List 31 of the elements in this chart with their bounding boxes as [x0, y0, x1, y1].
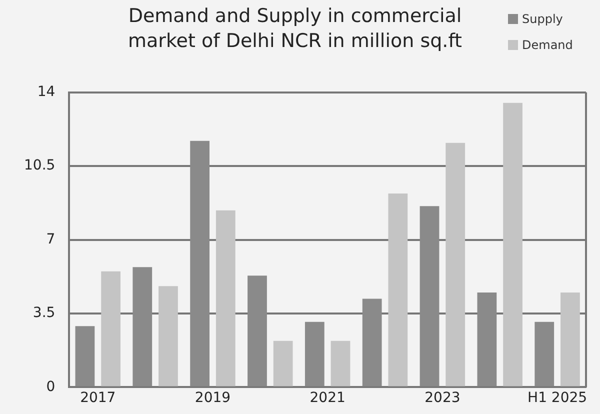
bar — [216, 210, 236, 386]
bar — [190, 140, 210, 386]
bar — [304, 322, 324, 386]
bar — [388, 193, 408, 386]
bar — [362, 298, 382, 386]
legend-label: Demand — [522, 38, 573, 52]
x-tick-label: 2017 — [80, 390, 116, 406]
chart-title: Demand and Supply in commercial market of Delhi NCR in million sq.ft — [127, 4, 463, 54]
y-tick-label: 3.5 — [32, 305, 56, 322]
bar — [420, 206, 440, 386]
bar — [446, 142, 466, 386]
bar — [273, 340, 293, 386]
bar — [248, 276, 267, 386]
bar — [330, 340, 350, 386]
bar — [158, 286, 178, 386]
bar — [503, 102, 522, 386]
bar — [560, 292, 580, 386]
x-tick-label: 2019 — [194, 390, 231, 406]
legend-label: Supply — [522, 12, 563, 26]
bar — [132, 267, 152, 386]
x-tick-label: 2021 — [310, 390, 346, 406]
bar — [75, 326, 95, 386]
bar — [101, 271, 120, 386]
y-tick-label: 14 — [37, 84, 56, 100]
x-tick-label: H1 2025 — [528, 390, 588, 406]
bar — [534, 322, 554, 386]
bar — [477, 292, 497, 386]
y-tick-label: 7 — [46, 231, 56, 248]
x-tick-label: 2023 — [424, 390, 460, 406]
y-tick-label: 10.5 — [24, 158, 56, 174]
y-tick-label: 0 — [46, 378, 56, 395]
